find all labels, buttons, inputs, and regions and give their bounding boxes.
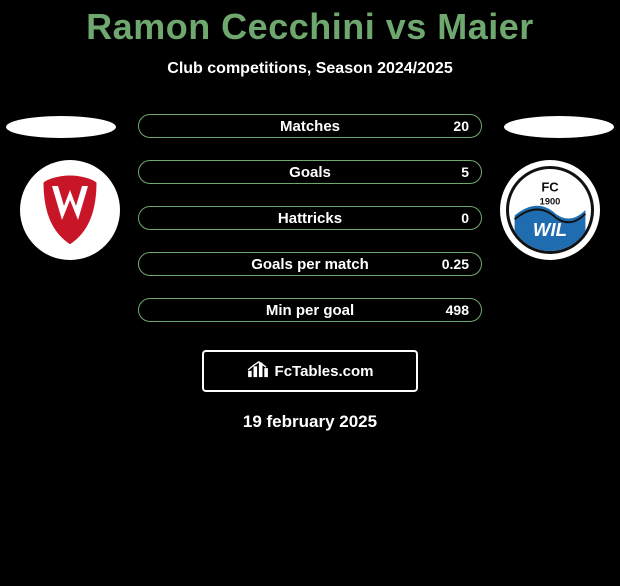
- content-region: FC 1900 WIL Matches 20 Goals 5 Hattricks…: [0, 114, 620, 432]
- svg-text:FC: FC: [541, 179, 559, 194]
- stat-row-hattricks: Hattricks 0: [138, 206, 482, 230]
- stat-label: Matches: [139, 118, 481, 135]
- right-team-logo: FC 1900 WIL: [500, 160, 600, 260]
- stat-value-right: 498: [446, 302, 469, 318]
- stat-row-goals-per-match: Goals per match 0.25: [138, 252, 482, 276]
- date-text: 19 february 2025: [0, 412, 620, 432]
- left-team-logo: [20, 160, 120, 260]
- stat-row-min-per-goal: Min per goal 498: [138, 298, 482, 322]
- stat-label: Goals: [139, 164, 481, 181]
- shield-icon: [38, 172, 102, 248]
- right-ellipse: [504, 116, 614, 138]
- stat-label: Hattricks: [139, 210, 481, 227]
- bar-chart-icon: [247, 360, 269, 382]
- branding-badge: FcTables.com: [202, 350, 418, 392]
- stat-label: Goals per match: [139, 256, 481, 273]
- stat-value-right: 0.25: [442, 256, 469, 272]
- stat-row-matches: Matches 20: [138, 114, 482, 138]
- fc-wil-ring-icon: FC 1900 WIL: [506, 166, 594, 254]
- svg-text:WIL: WIL: [533, 219, 567, 240]
- stat-label: Min per goal: [139, 302, 481, 319]
- left-ellipse: [6, 116, 116, 138]
- stats-list: Matches 20 Goals 5 Hattricks 0 Goals per…: [138, 114, 482, 322]
- subtitle: Club competitions, Season 2024/2025: [0, 60, 620, 78]
- stat-value-right: 0: [461, 210, 469, 226]
- svg-text:1900: 1900: [540, 196, 561, 206]
- page-title: Ramon Cecchini vs Maier: [0, 6, 620, 48]
- stat-value-right: 20: [453, 118, 469, 134]
- stat-row-goals: Goals 5: [138, 160, 482, 184]
- branding-text: FcTables.com: [275, 363, 374, 380]
- stat-value-right: 5: [461, 164, 469, 180]
